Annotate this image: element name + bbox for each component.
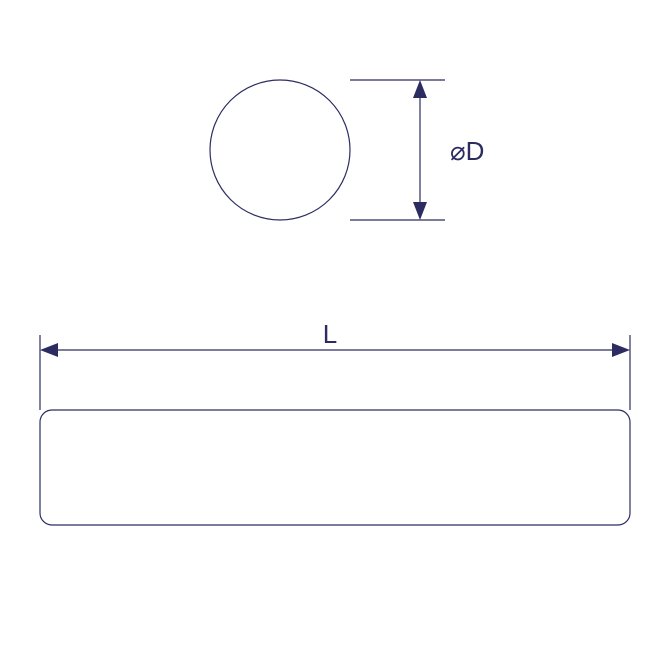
technical-drawing: ⌀D L — [0, 0, 670, 670]
circle-top-view — [210, 80, 350, 220]
diameter-label: ⌀D — [450, 136, 484, 166]
length-label: L — [323, 319, 337, 349]
bar-side-view — [40, 410, 630, 525]
